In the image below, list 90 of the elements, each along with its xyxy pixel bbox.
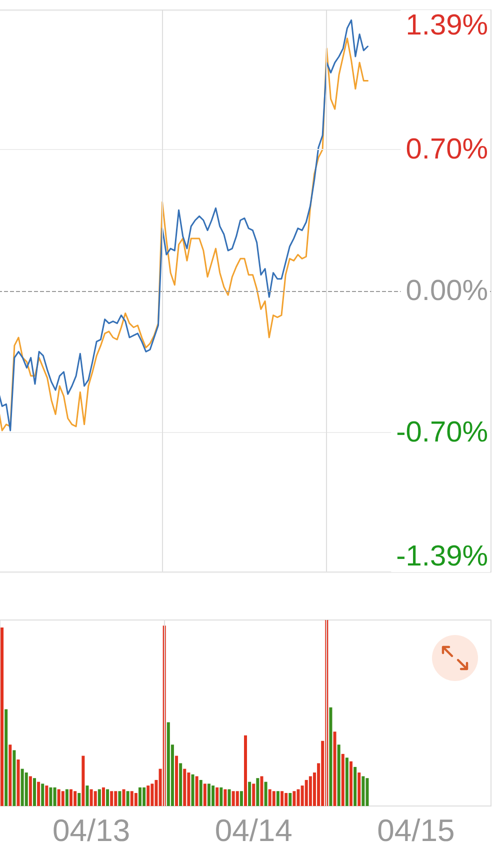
bar [236,791,239,806]
bar [134,792,138,806]
bar [333,732,336,806]
bar [329,707,332,806]
bar [166,722,170,806]
bar [183,768,186,806]
bar [358,772,361,806]
bar [212,786,215,806]
bar [252,784,256,806]
bar [78,792,81,806]
bar [114,791,118,806]
bar [74,791,77,806]
bar [24,772,28,806]
bar [49,787,52,806]
bar [224,789,227,806]
bar [37,782,40,806]
bar [118,791,122,806]
bar [240,791,243,806]
bar [0,627,4,806]
bar [260,776,264,806]
bar [280,791,284,806]
bar [288,792,292,806]
bar [292,791,296,806]
bar [8,744,12,806]
bar [256,778,260,806]
bar [32,778,36,806]
bar [228,789,231,806]
bar [53,787,56,806]
bar [195,776,198,806]
bar [199,780,202,806]
bar [191,774,194,806]
bar [98,789,101,806]
bar [12,750,16,806]
x-tick-label: 04/15 [377,813,455,848]
bar [248,782,252,806]
y-tick-label: -0.70% [396,416,488,449]
bar [216,787,219,806]
bar [341,754,344,806]
bar [150,784,154,806]
bar [20,768,24,806]
y-tick-label: 0.00% [406,275,488,307]
y-tick-label: -1.39% [396,540,488,572]
bar [61,791,64,806]
bar [354,766,357,806]
bar [110,791,114,806]
bar [203,784,206,806]
bar [232,791,235,806]
y-tick-label: 0.70% [406,133,488,166]
bar [268,789,272,806]
bar [272,791,276,806]
bar [345,758,348,806]
y-tick-label: 1.39% [406,10,488,42]
bar [146,786,150,806]
bar [16,760,20,806]
bar [126,791,130,806]
bar [4,709,8,806]
bar [142,787,146,806]
bar [284,792,288,806]
bar [106,789,110,806]
bar [138,787,142,806]
bar [45,786,48,806]
bar [276,791,280,806]
bar [207,784,210,806]
bar [86,786,89,806]
bar [102,787,105,806]
bar [308,776,312,806]
x-tick-label: 04/14 [214,813,292,848]
bar [362,776,365,806]
bar [57,789,60,806]
x-tick-label: 04/13 [52,813,130,848]
bar [70,789,73,806]
bar [82,756,85,806]
bar [296,789,300,806]
bar [304,780,308,806]
bar [337,744,340,806]
bar [130,791,134,806]
bar [366,778,369,806]
bar [94,791,97,806]
bar [220,787,223,806]
bar [264,782,268,806]
bar [41,784,44,806]
bar [65,789,68,806]
bar [175,756,178,806]
bar [350,761,353,806]
bar [90,789,93,806]
bar [244,735,247,806]
bar [28,776,32,806]
bar [187,772,190,806]
bar [179,763,182,806]
bar [122,789,126,806]
